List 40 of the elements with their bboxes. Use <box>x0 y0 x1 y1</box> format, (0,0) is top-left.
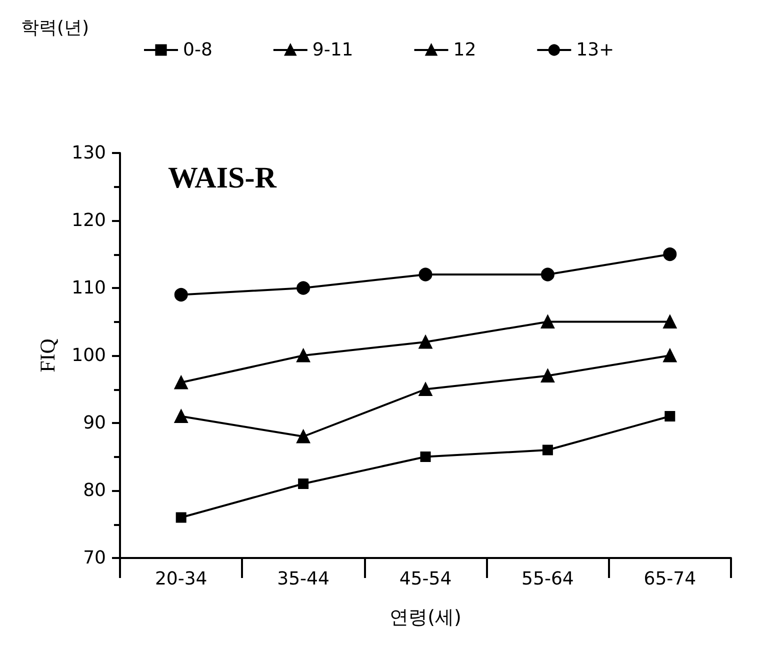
point <box>540 369 554 382</box>
point <box>296 281 310 295</box>
y-tick-label: 100 <box>72 345 106 366</box>
y-tick-label: 110 <box>72 278 106 298</box>
legend-title: 학력(년) <box>21 18 90 38</box>
point <box>296 348 310 362</box>
annotation: WAIS-R <box>168 162 277 194</box>
point <box>298 478 309 489</box>
y-tick-label: 130 <box>72 142 106 164</box>
point <box>664 411 676 422</box>
point <box>176 512 186 523</box>
x-tick-label: 55-64 <box>522 568 574 590</box>
point <box>418 268 432 282</box>
point <box>174 376 188 390</box>
point <box>174 288 188 302</box>
y-tick-label: 80 <box>83 480 106 501</box>
x-tick-label: 35-44 <box>277 568 330 590</box>
x-tick-label: 45-54 <box>399 568 452 590</box>
point <box>418 382 432 396</box>
y-tick-label: 120 <box>72 210 106 231</box>
point <box>296 430 310 444</box>
point <box>418 335 432 349</box>
legend-label: 13+ <box>576 40 614 60</box>
y-tick-label: 70 <box>83 548 106 568</box>
x-tick-label: 20-34 <box>154 568 208 590</box>
legend-label: 9-11 <box>312 40 354 60</box>
y-axis-title: FIQ <box>36 338 60 372</box>
point <box>663 248 677 261</box>
legend-label: 12 <box>453 40 476 60</box>
point <box>174 410 188 423</box>
x-axis-title: 연령(세) <box>390 606 462 628</box>
point <box>542 444 553 456</box>
point <box>420 452 431 462</box>
legend-label: 0-8 <box>183 40 212 60</box>
point <box>663 348 677 362</box>
point <box>540 315 554 328</box>
y-tick-label: 90 <box>83 412 106 434</box>
point <box>540 268 554 282</box>
point <box>663 315 677 328</box>
x-tick-label: 65-74 <box>644 568 696 590</box>
